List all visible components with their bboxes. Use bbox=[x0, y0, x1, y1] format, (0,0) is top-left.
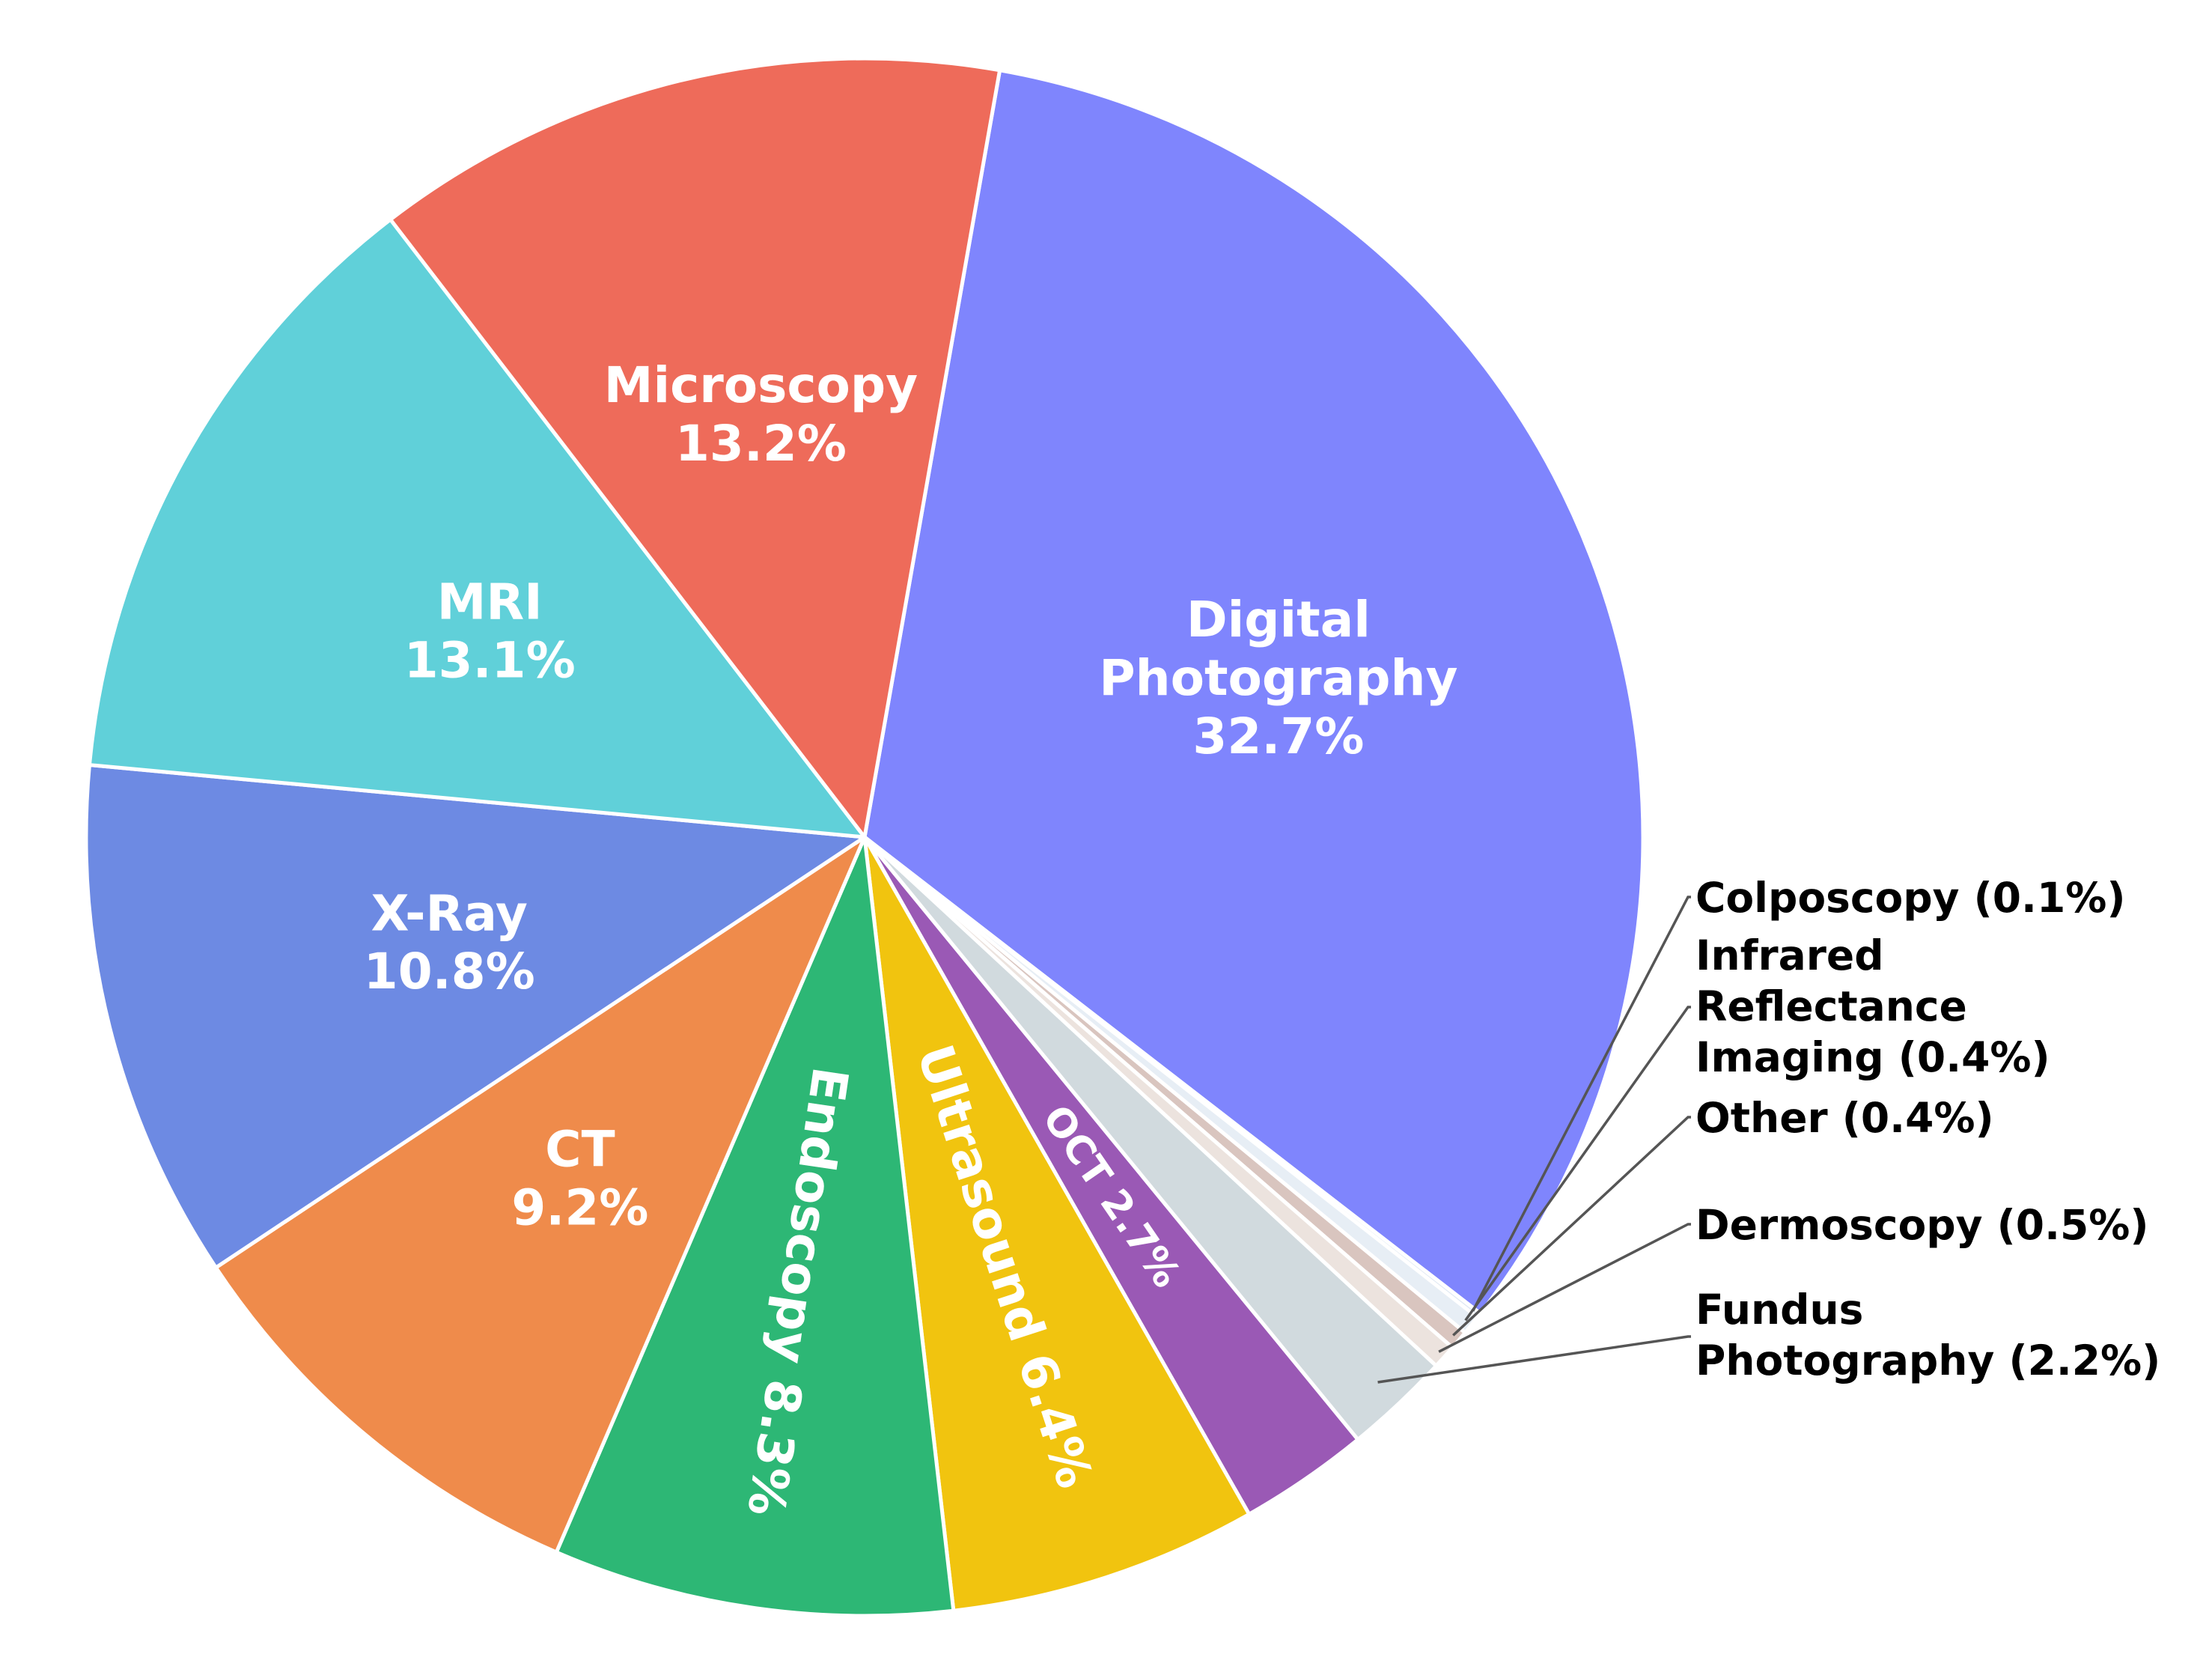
slice-label-line: 9.2% bbox=[511, 1179, 648, 1237]
pie-slice-endoscopy bbox=[554, 835, 956, 1618]
slice-label-line: Dermoscopy (0.5%) bbox=[1695, 1201, 2148, 1249]
leader-line-colposcopy bbox=[1472, 896, 1691, 1312]
pie-slice-ct bbox=[213, 835, 867, 1554]
slice-label-ct: CT 9.2% bbox=[511, 1121, 648, 1237]
slice-label-line: 32.7% bbox=[1192, 708, 1364, 765]
pie-slice-digital-photography bbox=[862, 68, 1645, 1316]
leader-lines bbox=[1377, 896, 1691, 1384]
slice-label-colposcopy: Colposcopy (0.1%) bbox=[1695, 874, 2125, 922]
leader-line-infrared-reflectance-imaging bbox=[1464, 1006, 1691, 1322]
slice-label-line: 10.8% bbox=[364, 943, 535, 1000]
slice-label-other: Other (0.4%) bbox=[1695, 1094, 1994, 1142]
slice-label-line: Infrared bbox=[1695, 931, 1884, 979]
slice-label-mri: MRI 13.1% bbox=[404, 573, 576, 689]
pie-slice-mri bbox=[87, 217, 867, 839]
slice-label-line: Colposcopy (0.1%) bbox=[1695, 874, 2125, 922]
slice-label-line: Other (0.4%) bbox=[1695, 1094, 1994, 1142]
slice-label-line: Digital bbox=[1186, 591, 1371, 648]
slice-label-line: Reflectance bbox=[1695, 982, 1967, 1030]
slice-label-infrared-reflectance-imaging: Infrared Reflectance Imaging (0.4%) bbox=[1695, 931, 2050, 1081]
slice-label-x-ray: X-Ray 10.8% bbox=[364, 884, 535, 1000]
slice-label-line: 13.1% bbox=[404, 631, 576, 689]
slice-label-line: 13.2% bbox=[675, 415, 847, 472]
pie-slice-microscopy bbox=[389, 56, 1002, 839]
slice-label-line: Fundus bbox=[1695, 1286, 1863, 1334]
slice-label-line: Photography bbox=[1099, 649, 1457, 707]
slice-label-microscopy: Microscopy 13.2% bbox=[604, 356, 918, 472]
slice-label-dermoscopy: Dermoscopy (0.5%) bbox=[1695, 1201, 2148, 1249]
slice-label-fundus-photography: Fundus Photography (2.2%) bbox=[1695, 1286, 2160, 1384]
slice-label-line: Photography (2.2%) bbox=[1695, 1337, 2160, 1384]
leader-line-other bbox=[1452, 1116, 1691, 1337]
leader-line-dermoscopy bbox=[1438, 1223, 1691, 1353]
slice-label-digital-photography: Digital Photography 32.7% bbox=[1099, 591, 1457, 765]
slice-label-line: CT bbox=[545, 1121, 615, 1179]
slice-label-line: X-Ray bbox=[371, 884, 528, 942]
pie-slice-x-ray bbox=[84, 763, 867, 1270]
pie-slice-ultrasound bbox=[862, 835, 1252, 1613]
leader-line-fundus-photography bbox=[1377, 1335, 1691, 1384]
slice-label-line: Imaging (0.4%) bbox=[1695, 1033, 2050, 1081]
slice-label-line: Microscopy bbox=[604, 356, 918, 414]
slice-label-line: MRI bbox=[437, 573, 543, 630]
pie-slices bbox=[84, 56, 1645, 1618]
